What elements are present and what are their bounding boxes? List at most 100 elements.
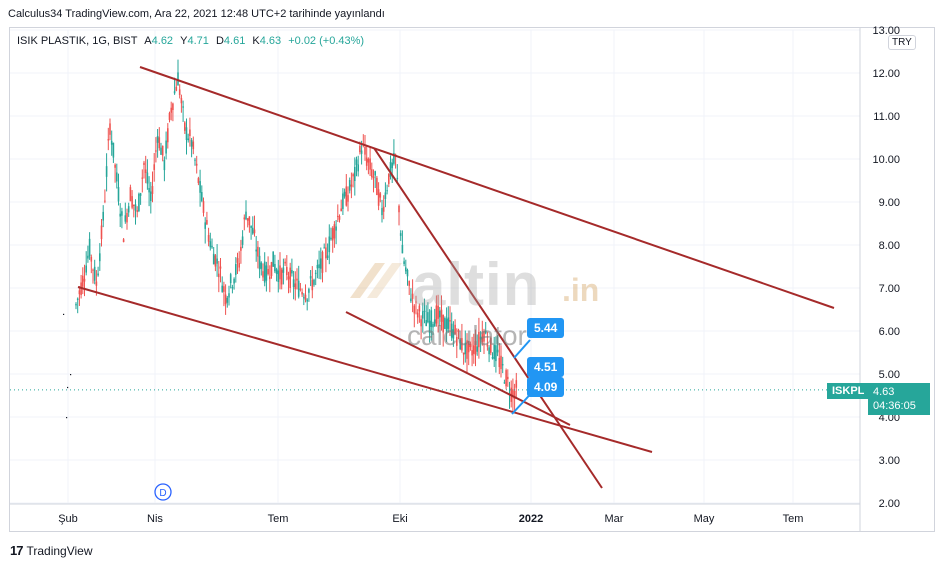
candle-body (486, 344, 489, 347)
y-tick-label: 3.00 (879, 455, 900, 467)
candle-body (178, 89, 181, 95)
legend-symbol: ISIK PLASTIK, 1G, BIST (17, 35, 138, 47)
candle-body (136, 210, 138, 212)
candle-body (127, 206, 130, 213)
candle-body (398, 205, 400, 213)
candle-body (165, 140, 167, 154)
candle-body (447, 317, 450, 329)
event-marker-d[interactable]: D (154, 483, 172, 501)
legend-open: 4.62 (151, 35, 174, 47)
candle-body (177, 72, 179, 86)
candle-body (425, 320, 427, 327)
y-tick-label: 9.00 (879, 197, 900, 209)
candle-body (313, 279, 315, 285)
y-tick-label: 5.00 (879, 369, 900, 381)
candle-body (488, 347, 490, 355)
candle-body (381, 208, 383, 216)
currency-button[interactable]: TRY (888, 35, 916, 50)
candle-body (148, 187, 150, 193)
candle-body (182, 106, 184, 108)
price-label-b[interactable]: 4.51 (527, 357, 565, 377)
legend-close: 4.63 (259, 35, 282, 47)
legend-open-label: A (144, 35, 152, 47)
candle-body (212, 253, 215, 265)
candle-body (144, 169, 147, 173)
candle-body (260, 262, 263, 269)
candle-body (85, 265, 87, 273)
candle-body (442, 314, 444, 333)
candle-body (82, 275, 84, 287)
candle-body (359, 145, 361, 153)
candle-body (105, 166, 108, 177)
candle-body (133, 204, 135, 206)
candle-body (265, 265, 268, 281)
candle-body (134, 204, 137, 211)
candle-body (150, 191, 152, 202)
candle-body (253, 229, 256, 234)
candle-body (335, 226, 337, 231)
candle-body (479, 336, 482, 340)
candle-dot (67, 386, 69, 389)
candle-body (195, 163, 198, 166)
candle-body (377, 189, 380, 206)
candle-body (388, 173, 390, 184)
candle-body (333, 224, 336, 239)
candle-body (184, 122, 186, 131)
y-tick-label: 11.00 (873, 111, 900, 123)
candle-body (416, 312, 419, 318)
candle-body (272, 251, 274, 267)
candle-body (197, 178, 200, 183)
trendline-wedge-bottom (345, 311, 571, 426)
candle-body (296, 278, 298, 281)
candle-body (219, 266, 222, 269)
candle-body (354, 166, 356, 182)
candle-body (187, 138, 189, 141)
candle-body (286, 267, 288, 276)
x-tick-label: Tem (268, 513, 289, 525)
candle-body (445, 318, 448, 332)
candle-body (99, 253, 101, 262)
candle-body (126, 212, 128, 223)
candle-body (484, 330, 487, 334)
candle-body (365, 157, 368, 166)
candle-body (483, 331, 485, 342)
candle-body (410, 298, 412, 302)
candle-body (467, 341, 470, 353)
candle-body (418, 305, 421, 312)
legend-close-label: K (252, 35, 260, 47)
candle-body (90, 256, 93, 262)
price-label-c[interactable]: 4.09 (527, 377, 565, 397)
candle-body (432, 324, 434, 328)
publish-header: Calculus34 TradingView.com, Ara 22, 2021… (8, 8, 385, 20)
tradingview-footer[interactable]: 17 TradingView (10, 543, 93, 558)
candle-body (204, 222, 206, 229)
price-label-a[interactable]: 5.44 (527, 318, 565, 338)
candle-body (427, 312, 429, 323)
candle-body (124, 215, 127, 222)
candle-body (297, 280, 300, 297)
candle-body (252, 227, 254, 234)
last-price-value: 4.63 (873, 386, 895, 398)
candle-body (342, 193, 344, 209)
candle-body (374, 171, 376, 176)
candle-body (107, 139, 110, 141)
candle-body (503, 382, 506, 384)
candle-body (473, 345, 475, 354)
candle-body (143, 162, 145, 165)
candle-body (318, 264, 320, 269)
bar-countdown: 04:36:05 (873, 400, 916, 412)
candle-body (371, 169, 373, 178)
candle-body (229, 274, 232, 284)
candle-body (420, 319, 422, 327)
candle-body (235, 263, 237, 275)
candle-body (345, 186, 348, 206)
candle-body (255, 249, 257, 252)
altin-logo-icon (345, 258, 405, 313)
candle-body (138, 193, 140, 212)
candle-body (231, 287, 234, 289)
candle-body (262, 271, 264, 278)
candle-body (343, 191, 346, 197)
tradingview-logo-icon: 17 (10, 543, 24, 558)
trendline-wedge-top (373, 147, 603, 489)
